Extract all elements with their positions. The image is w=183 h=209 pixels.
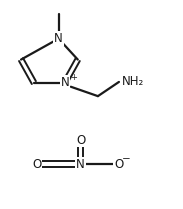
Text: −: − <box>122 154 131 164</box>
Text: +: + <box>70 73 77 82</box>
Text: NH₂: NH₂ <box>122 75 145 88</box>
Text: O: O <box>114 158 124 171</box>
Text: O: O <box>76 134 85 147</box>
Text: O: O <box>32 158 41 171</box>
Text: N: N <box>76 158 85 171</box>
Text: N: N <box>54 32 63 45</box>
Text: N: N <box>61 76 69 89</box>
